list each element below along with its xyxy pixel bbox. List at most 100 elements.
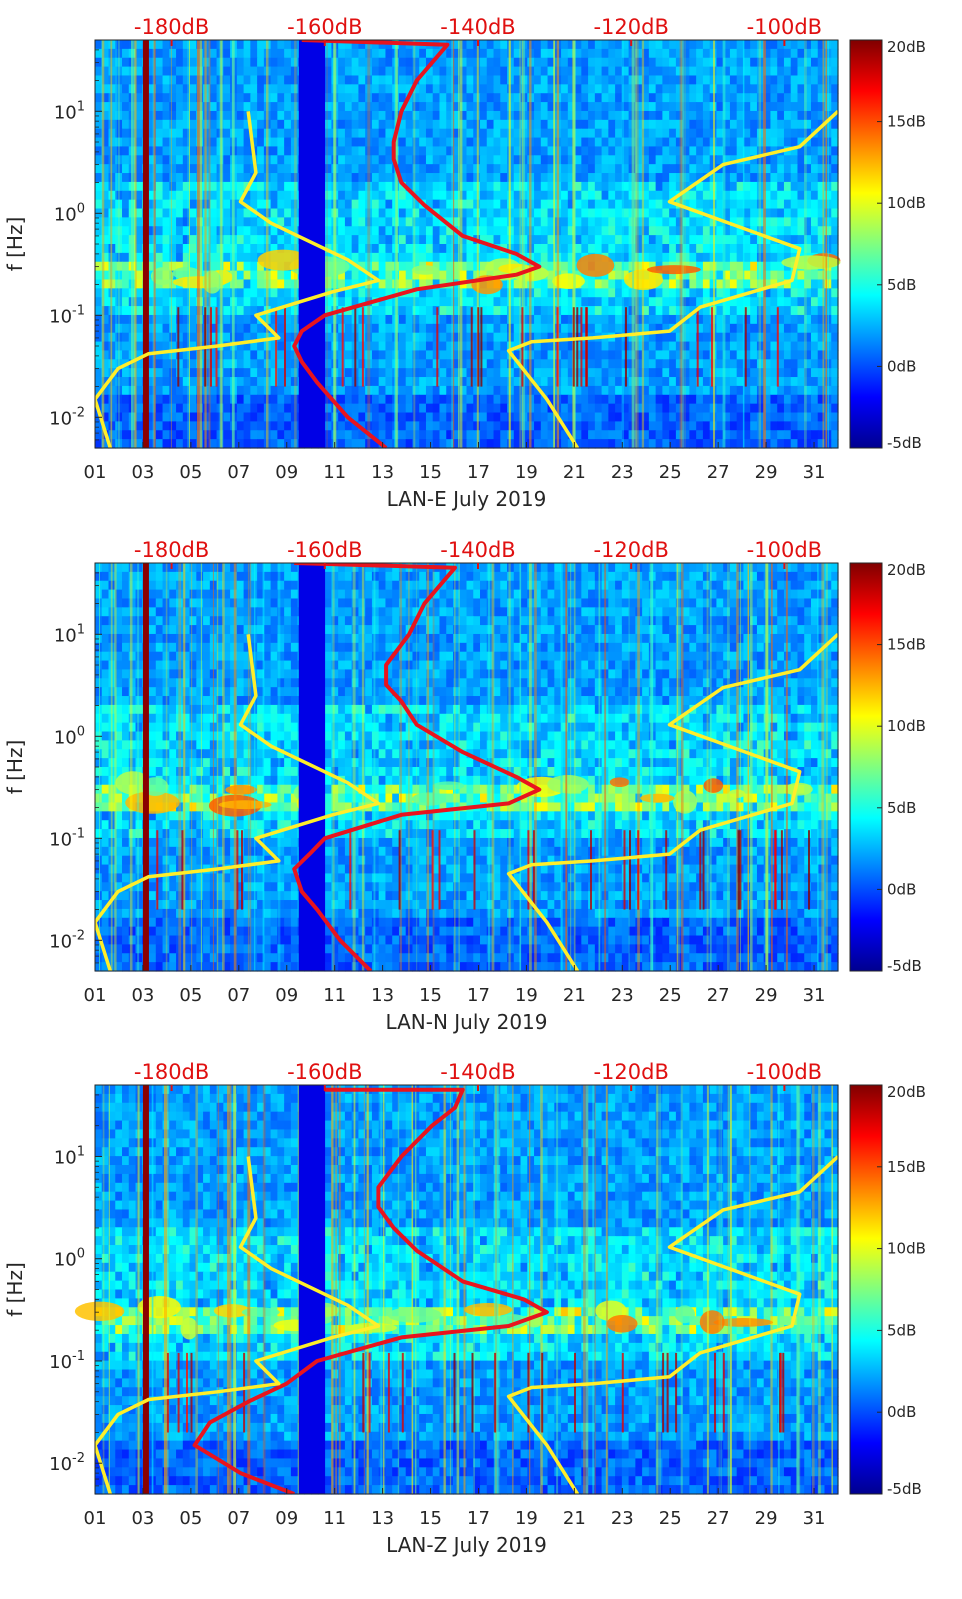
x-axis-title: LAN-E July 2019 [387,487,547,511]
x-tick-label: 11 [323,985,346,1006]
top-db-label: -160dB [287,15,362,39]
x-tick-label: 15 [419,985,442,1006]
yellow-right-curve [506,1155,838,1494]
colorbar-tick-label: 5dB [887,799,916,817]
x-tick-label: 21 [563,1508,586,1529]
x-tick-label: 21 [563,462,586,483]
x-tick-label: 27 [707,1508,730,1529]
x-tick-label: 09 [275,462,298,483]
x-tick-label: 19 [515,985,538,1006]
top-db-label: -100dB [747,538,822,562]
red-curve [292,563,542,971]
colorbar-tick-label: 10dB [887,194,926,212]
x-tick-label: 09 [275,985,298,1006]
y-tick-label: 10-1 [49,303,85,327]
top-db-label: -140dB [440,15,515,39]
colorbar: 20dB 15dB 10dB 5dB 0dB -5dB [849,1083,926,1498]
colorbar-tick-label: 20dB [887,561,926,579]
x-tick-label: 13 [371,1508,394,1529]
top-db-label: -140dB [440,538,515,562]
x-tick-label: 23 [611,985,634,1006]
x-tick-label: 27 [707,462,730,483]
colorbar-tick-label: 5dB [887,276,916,294]
top-db-label: -160dB [287,538,362,562]
x-tick-label: 31 [803,985,826,1006]
panel-n: 01 03 05 07 09 11 13 15 17 19 21 23 25 27 29 31 10-2 10-1… [3,538,926,1034]
yellow-left-curve [95,111,381,448]
spectrogram [74,1085,839,1495]
spectrogram [95,40,841,449]
y-axis-title: f [Hz] [3,217,27,272]
colorbar-tick-label: 20dB [887,1083,926,1101]
x-tick-label: 21 [563,985,586,1006]
panel-z: 01 03 05 07 09 11 13 15 17 19 21 23 25 27 29 31 10-2 10-1… [3,1060,926,1557]
panel-e: 01 03 05 07 09 11 13 15 17 19 21 23 25 27 29 31 10-2 10-1… [3,15,926,511]
x-tick-label: 25 [659,462,682,483]
colorbar: 20dB 15dB 10dB 5dB 0dB -5dB [849,561,926,975]
y-tick-label: 100 [54,1247,85,1271]
x-tick-label: 17 [467,1508,490,1529]
y-tick-label: 10-2 [49,405,85,429]
x-axis-title: LAN-N July 2019 [385,1010,547,1034]
x-tick-label: 15 [419,462,442,483]
colorbar-tick-label: -5dB [887,957,922,975]
x-tick-label: 25 [659,1508,682,1529]
x-tick-label: 11 [323,462,346,483]
x-tick-label: 13 [371,985,394,1006]
top-db-label: -180dB [134,1060,209,1084]
colorbar-tick-label: 0dB [887,880,916,898]
colorbar-tick-label: 15dB [887,113,926,131]
y-tick-label: 101 [54,622,85,646]
y-axis-title: f [Hz] [3,740,27,795]
x-tick-label: 01 [84,462,107,483]
top-db-label: -140dB [440,1060,515,1084]
yellow-right-curve [506,633,838,971]
yellow-left-curve [95,634,381,971]
x-tick-label: 03 [131,985,154,1006]
x-tick-label: 17 [467,462,490,483]
x-tick-label: 19 [515,1508,538,1529]
top-db-label: -120dB [593,1060,668,1084]
yellow-left-curve [95,1156,381,1494]
x-tick-label: 05 [179,985,202,1006]
top-db-label: -120dB [593,15,668,39]
x-axis-title: LAN-Z July 2019 [386,1533,547,1557]
y-tick-label: 10-2 [49,928,85,952]
top-db-label: -100dB [747,15,822,39]
top-db-label: -100dB [747,1060,822,1084]
x-tick-label: 03 [131,1508,154,1529]
x-tick-label: 25 [659,985,682,1006]
x-tick-label: 05 [179,462,202,483]
x-tick-label: 31 [803,462,826,483]
colorbar-tick-label: -5dB [887,1480,922,1498]
x-tick-label: 11 [323,1508,346,1529]
colorbar-tick-label: 0dB [887,357,916,375]
x-tick-label: 23 [611,462,634,483]
x-tick-label: 07 [227,985,250,1006]
yellow-right-curve [506,110,838,448]
x-tick-label: 29 [755,462,778,483]
colorbar-tick-label: 20dB [887,38,926,56]
x-tick-label: 05 [179,1508,202,1529]
x-tick-label: 07 [227,462,250,483]
colorbar-tick-label: 5dB [887,1321,916,1339]
x-tick-label: 23 [611,1508,634,1529]
y-tick-label: 100 [54,201,85,225]
x-tick-label: 13 [371,462,394,483]
y-tick-label: 101 [54,1144,85,1168]
x-tick-label: 19 [515,462,538,483]
red-curve [292,40,542,448]
colorbar: 20dB 15dB 10dB 5dB 0dB -5dB [849,38,926,452]
x-tick-label: 07 [227,1508,250,1529]
y-tick-label: 10-1 [49,826,85,850]
red-curve [192,1087,549,1494]
x-tick-label: 27 [707,985,730,1006]
x-tick-label: 31 [803,1508,826,1529]
top-db-label: -120dB [593,538,668,562]
y-axis-title: f [Hz] [3,1262,27,1317]
top-db-label: -180dB [134,15,209,39]
y-tick-label: 101 [54,99,85,123]
x-tick-label: 29 [755,1508,778,1529]
x-tick-label: 01 [84,985,107,1006]
y-tick-label: 10-1 [49,1349,85,1373]
